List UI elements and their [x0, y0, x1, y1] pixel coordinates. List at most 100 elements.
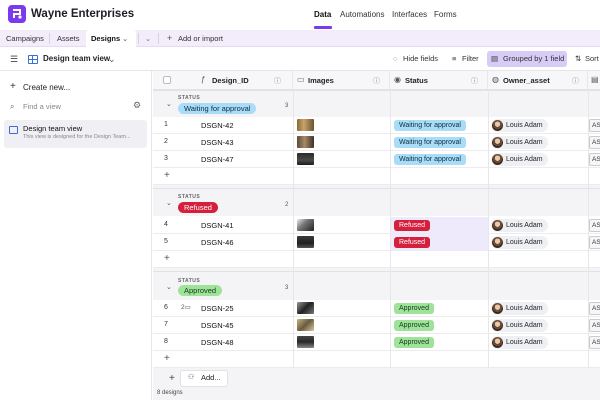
- status-pill[interactable]: Refused: [394, 237, 431, 248]
- chevron-down-icon[interactable]: ⌄: [166, 284, 172, 291]
- owner-chip[interactable]: Louis Adam: [491, 336, 548, 349]
- status-pill[interactable]: Waiting for approval: [394, 154, 466, 165]
- design-id-cell[interactable]: DSGN-48: [201, 338, 234, 347]
- design-id-cell[interactable]: DSGN-25: [201, 304, 234, 313]
- info-icon[interactable]: ⓘ: [274, 78, 281, 85]
- table-row[interactable]: 2 DSGN-43 Waiting for approval Louis Ada…: [153, 134, 600, 151]
- owner-chip[interactable]: Louis Adam: [491, 219, 548, 232]
- chevron-down-icon[interactable]: ⌄: [113, 9, 121, 19]
- owner-chip[interactable]: Louis Adam: [491, 236, 548, 249]
- tab-data[interactable]: Data: [314, 10, 332, 19]
- sort-icon[interactable]: ⇅: [575, 54, 582, 63]
- image-thumbnail[interactable]: [297, 236, 314, 248]
- chevron-down-icon[interactable]: ⌄: [108, 54, 116, 64]
- sidebar-item-design-team-view[interactable]: [4, 120, 147, 148]
- chevron-down-icon[interactable]: ⌄: [145, 34, 152, 43]
- design-id-cell[interactable]: DSGN-41: [201, 221, 234, 230]
- add-record-row[interactable]: +: [153, 251, 600, 268]
- status-pill[interactable]: Approved: [394, 320, 434, 331]
- owner-chip[interactable]: Louis Adam: [491, 136, 548, 149]
- table-row[interactable]: 1 DSGN-42 Waiting for approval Louis Ada…: [153, 117, 600, 134]
- owner-chip[interactable]: Louis Adam: [491, 319, 548, 332]
- image-thumbnail[interactable]: [297, 302, 314, 314]
- base-name[interactable]: Wayne Enterprises: [31, 8, 135, 20]
- design-id-cell[interactable]: DSGN-45: [201, 321, 234, 330]
- status-pill[interactable]: Waiting for approval: [394, 137, 466, 148]
- column-header-images[interactable]: ▭ Images ⓘ: [293, 71, 390, 90]
- grouped-by-button[interactable]: Grouped by 1 field: [503, 54, 565, 63]
- chevron-down-icon[interactable]: ⌄: [166, 101, 172, 108]
- plus-icon[interactable]: +: [164, 353, 170, 364]
- group-header-refused[interactable]: ⌄ STATUS Refused 2: [153, 188, 600, 216]
- create-new-button[interactable]: Create new...: [23, 83, 71, 92]
- image-thumbnail[interactable]: [297, 136, 314, 148]
- table-row[interactable]: 5 DSGN-46 Refused Louis Adam AS: [153, 234, 600, 251]
- owner-chip[interactable]: Louis Adam: [491, 119, 548, 132]
- asset-chip[interactable]: AS: [589, 336, 600, 349]
- status-pill[interactable]: Waiting for approval: [394, 120, 466, 131]
- sort-button[interactable]: Sort: [585, 54, 599, 63]
- group-header-approved[interactable]: ⌄ STATUS Approved 3: [153, 271, 600, 300]
- image-thumbnail[interactable]: [297, 153, 314, 165]
- table-row[interactable]: 7 DSGN-45 Approved Louis Adam AS: [153, 317, 600, 334]
- chevron-down-icon[interactable]: ⌄: [122, 34, 129, 43]
- table-tab-designs[interactable]: Designs: [91, 34, 121, 43]
- column-header-owner-asset[interactable]: ◍ Owner_asset ⓘ: [488, 71, 588, 90]
- asset-chip[interactable]: AS: [589, 153, 600, 166]
- find-view-input[interactable]: Find a view: [23, 102, 61, 111]
- plus-icon[interactable]: +: [164, 170, 170, 181]
- eye-off-icon[interactable]: ◌: [393, 54, 398, 63]
- add-options-icon[interactable]: ⚇: [188, 374, 195, 381]
- info-icon[interactable]: ⓘ: [572, 78, 579, 85]
- table-tab-assets[interactable]: Assets: [57, 34, 80, 43]
- add-menu-button[interactable]: [180, 370, 228, 387]
- filter-icon[interactable]: ≡: [452, 54, 457, 63]
- plus-icon[interactable]: +: [10, 81, 16, 92]
- image-thumbnail[interactable]: [297, 336, 314, 348]
- select-all-checkbox[interactable]: [163, 76, 171, 84]
- view-item-name[interactable]: Design team view: [23, 124, 83, 133]
- asset-chip[interactable]: AS: [589, 136, 600, 149]
- design-id-cell[interactable]: DSGN-42: [201, 121, 234, 130]
- add-or-import-button[interactable]: Add or import: [178, 34, 224, 43]
- group-icon[interactable]: ▤: [491, 54, 499, 63]
- plus-icon[interactable]: +: [169, 373, 175, 384]
- chevron-down-icon[interactable]: ⌄: [166, 200, 172, 207]
- table-row[interactable]: 3 DSGN-47 Waiting for approval Louis Ada…: [153, 151, 600, 168]
- grouped-button-bg[interactable]: [487, 51, 567, 67]
- column-header-design-id[interactable]: ƒ Design_ID ⓘ: [153, 71, 293, 90]
- asset-chip[interactable]: AS: [589, 319, 600, 332]
- table-tab-campaigns[interactable]: Campaigns: [6, 34, 44, 43]
- gear-icon[interactable]: ⚙: [133, 100, 142, 110]
- info-icon[interactable]: ⓘ: [471, 78, 478, 85]
- view-name[interactable]: Design team view: [43, 54, 111, 63]
- status-pill[interactable]: Approved: [394, 303, 434, 314]
- tab-interfaces[interactable]: Interfaces: [392, 10, 428, 19]
- design-id-cell[interactable]: DSGN-43: [201, 138, 234, 147]
- asset-chip[interactable]: AS: [589, 302, 600, 315]
- status-pill[interactable]: Approved: [394, 337, 434, 348]
- column-header-more[interactable]: ▤: [588, 71, 600, 90]
- group-header-waiting[interactable]: ⌄ STATUS Waiting for approval 3: [153, 90, 600, 117]
- info-icon[interactable]: ⓘ: [373, 78, 380, 85]
- filter-button[interactable]: Filter: [462, 54, 479, 63]
- add-button-label[interactable]: Add...: [201, 373, 221, 382]
- design-id-cell[interactable]: DSGN-46: [201, 238, 234, 247]
- plus-icon[interactable]: +: [164, 253, 170, 264]
- table-row[interactable]: 4 DSGN-41 Refused Louis Adam AS: [153, 217, 600, 234]
- asset-chip[interactable]: AS: [589, 219, 600, 232]
- owner-chip[interactable]: Louis Adam: [491, 153, 548, 166]
- design-id-cell[interactable]: DSGN-47: [201, 155, 234, 164]
- hide-fields-button[interactable]: Hide fields: [403, 54, 439, 63]
- column-header-status[interactable]: ◉ Status ⓘ: [390, 71, 488, 90]
- add-record-row[interactable]: +: [153, 168, 600, 185]
- menu-icon[interactable]: ☰: [10, 54, 19, 64]
- status-pill[interactable]: Refused: [394, 220, 431, 231]
- tab-forms[interactable]: Forms: [434, 10, 457, 19]
- table-row[interactable]: 6 2▭ DSGN-25 Approved Louis Adam AS: [153, 300, 600, 317]
- owner-chip[interactable]: Louis Adam: [491, 302, 548, 315]
- tab-automations[interactable]: Automations: [340, 10, 385, 19]
- image-thumbnail[interactable]: [297, 319, 314, 331]
- table-row[interactable]: 8 DSGN-48 Approved Louis Adam AS: [153, 334, 600, 351]
- asset-chip[interactable]: AS: [589, 236, 600, 249]
